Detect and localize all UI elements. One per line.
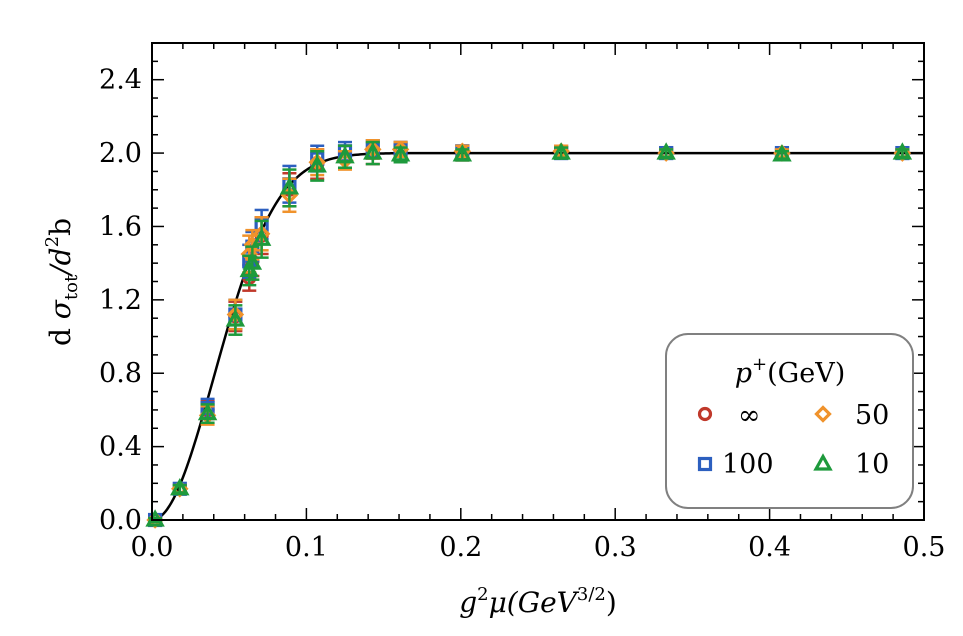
x-tick-label: 0.0 <box>131 532 174 563</box>
x-tick-label: 0.5 <box>903 532 946 563</box>
x-tick-label: 0.4 <box>748 532 791 563</box>
data-point-triangle <box>279 177 300 195</box>
data-point-triangle <box>551 142 571 160</box>
legend-title: p+(GeV) <box>735 354 846 389</box>
y-label-sigma: σ <box>44 299 77 319</box>
legend-marker-diamond <box>814 405 832 423</box>
y-tick-label: 1.6 <box>99 211 142 242</box>
data-point-triangle <box>363 142 383 160</box>
data-point-triangle <box>197 402 218 421</box>
fit-curve <box>151 151 924 522</box>
y-label-sup: 2 <box>42 236 63 247</box>
y-label-slash: / <box>44 263 77 278</box>
series-triangle <box>145 140 913 527</box>
x-label-sup1: 2 <box>477 584 488 605</box>
data-point-triangle <box>170 478 190 496</box>
ticks-layer <box>151 42 925 521</box>
legend-label-50: 50 <box>855 400 889 431</box>
legend-marker-triangle <box>813 453 833 471</box>
legend: p+(GeV) ∞ 50 100 10 <box>665 333 914 509</box>
y-tick-label: 0.8 <box>99 358 142 389</box>
x-label-base: g <box>459 586 477 619</box>
y-tick-label: 0.4 <box>99 432 142 463</box>
x-label-end: ) <box>606 586 617 619</box>
legend-title-sup: + <box>752 354 767 375</box>
y-tick-label: 2.0 <box>99 138 142 169</box>
legend-markers <box>697 405 833 472</box>
fit-curve-layer <box>151 151 924 522</box>
legend-title-rest: (GeV) <box>767 358 845 389</box>
legend-label-inf: ∞ <box>738 400 761 431</box>
y-tick-labels: 0.0 0.4 0.8 1.2 1.6 2.0 2.4 <box>99 65 142 536</box>
y-label-pre: d <box>44 319 77 346</box>
data-point-triangle <box>225 309 246 327</box>
x-tick-label: 0.2 <box>439 532 482 563</box>
data-point-triangle <box>892 142 913 160</box>
y-tick-label: 1.2 <box>99 285 142 316</box>
x-tick-labels: 0.0 0.1 0.2 0.3 0.4 0.5 <box>131 532 946 563</box>
y-axis-label: d σtot/d2b <box>42 218 82 346</box>
legend-title-p: p <box>735 358 752 389</box>
data-point-triangle <box>772 144 792 162</box>
legend-label-10: 10 <box>855 449 889 480</box>
data-point-triangle <box>307 155 327 173</box>
y-tick-label: 0.0 <box>99 505 142 536</box>
data-point-triangle <box>251 228 272 246</box>
y-label-d: d <box>44 247 77 265</box>
data-point-triangle <box>656 142 676 160</box>
legend-box <box>665 333 914 509</box>
data-point-triangle <box>390 144 411 162</box>
data-point-triangle <box>242 252 263 270</box>
legend-marker-square <box>697 456 713 472</box>
x-label-mid: μ(GeV <box>489 586 580 619</box>
data-point-triangle <box>452 144 473 162</box>
x-tick-label: 0.1 <box>285 532 328 563</box>
y-label-post: b <box>44 218 77 236</box>
data-points-layer <box>145 138 913 529</box>
legend-label-100: 100 <box>722 449 774 480</box>
legend-marker-circle <box>697 406 713 422</box>
y-label-sub: tot <box>61 274 82 300</box>
data-point-triangle <box>335 145 355 164</box>
x-axis-label: g2μ(GeV3/2) <box>459 584 617 619</box>
y-tick-label: 2.4 <box>99 65 142 96</box>
x-label-sup2: 3/2 <box>577 584 606 605</box>
x-tick-label: 0.3 <box>594 532 637 563</box>
